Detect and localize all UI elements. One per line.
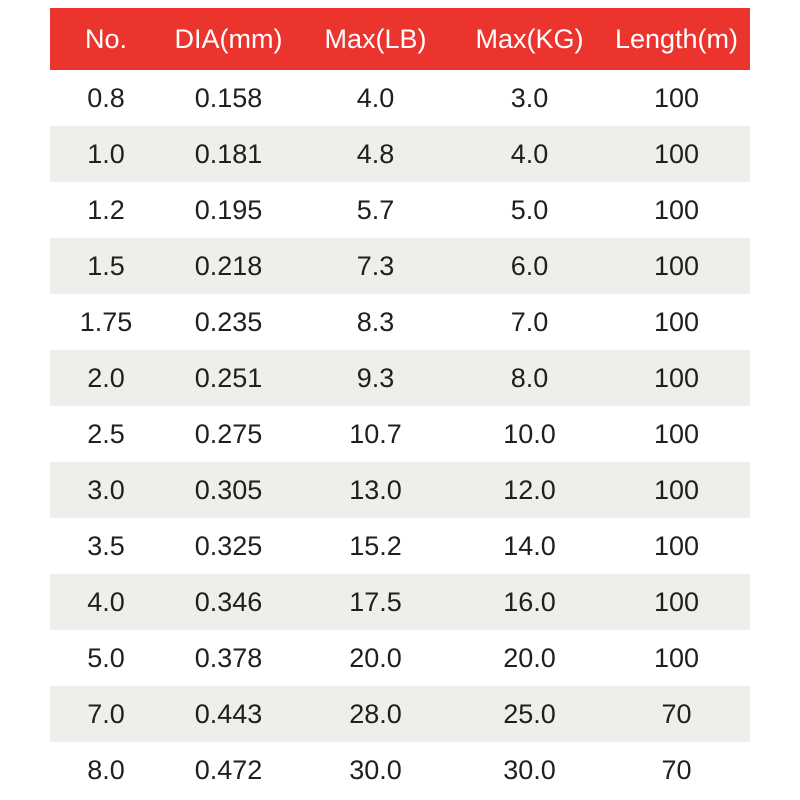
cell-length: 70 xyxy=(661,698,692,729)
cell-max-lb: 15.2 xyxy=(349,530,402,561)
cell-max-kg: 3.0 xyxy=(510,82,549,113)
cell-max-lb: 17.5 xyxy=(349,586,402,617)
table-row: 4.0 0.346 17.5 16.0 100 xyxy=(50,574,750,630)
cell-no: 4.0 xyxy=(87,586,125,617)
cell-max-lb: 20.0 xyxy=(349,642,402,673)
cell-no: 7.0 xyxy=(87,698,125,729)
cell-max-lb: 9.3 xyxy=(356,362,395,393)
cell-no: 1.5 xyxy=(87,250,125,281)
cell-max-kg: 30.0 xyxy=(503,754,556,785)
cell-dia: 0.181 xyxy=(194,138,263,169)
cell-dia: 0.218 xyxy=(194,250,263,281)
column-header-dia: DIA(mm) xyxy=(174,23,283,54)
cell-max-lb: 4.0 xyxy=(356,82,395,113)
cell-max-kg: 5.0 xyxy=(510,194,549,225)
cell-no: 2.0 xyxy=(87,362,125,393)
cell-length: 70 xyxy=(661,754,692,785)
cell-length: 100 xyxy=(653,418,700,449)
cell-dia: 0.275 xyxy=(194,418,263,449)
table-row: 1.2 0.195 5.7 5.0 100 xyxy=(50,182,750,238)
cell-max-kg: 25.0 xyxy=(503,698,556,729)
cell-no: 1.2 xyxy=(87,194,125,225)
cell-max-lb: 5.7 xyxy=(356,194,395,225)
table-row: 2.0 0.251 9.3 8.0 100 xyxy=(50,350,750,406)
table-row: 1.0 0.181 4.8 4.0 100 xyxy=(50,126,750,182)
cell-length: 100 xyxy=(653,474,700,505)
cell-dia: 0.158 xyxy=(194,82,263,113)
cell-dia: 0.378 xyxy=(194,642,263,673)
cell-max-kg: 6.0 xyxy=(510,250,549,281)
cell-max-lb: 7.3 xyxy=(356,250,395,281)
table-row: 1.75 0.235 8.3 7.0 100 xyxy=(50,294,750,350)
cell-no: 1.75 xyxy=(79,306,133,337)
table-header-row: No. DIA(mm) Max(LB) Max(KG) Length(m) xyxy=(50,8,750,70)
cell-dia: 0.305 xyxy=(194,474,263,505)
cell-length: 100 xyxy=(653,586,700,617)
cell-max-kg: 14.0 xyxy=(503,530,556,561)
cell-length: 100 xyxy=(653,82,700,113)
cell-max-lb: 30.0 xyxy=(349,754,402,785)
cell-dia: 0.472 xyxy=(194,754,263,785)
cell-length: 100 xyxy=(653,194,700,225)
cell-length: 100 xyxy=(653,362,700,393)
cell-max-lb: 13.0 xyxy=(349,474,402,505)
cell-length: 100 xyxy=(653,250,700,281)
table-row: 8.0 0.472 30.0 30.0 70 xyxy=(50,742,750,798)
cell-dia: 0.346 xyxy=(194,586,263,617)
cell-max-kg: 8.0 xyxy=(510,362,549,393)
cell-max-kg: 7.0 xyxy=(510,306,549,337)
table-body: 0.8 0.158 4.0 3.0 100 1.0 0.181 4.8 4.0 … xyxy=(50,70,750,798)
table-row: 3.0 0.305 13.0 12.0 100 xyxy=(50,462,750,518)
table-row: 5.0 0.378 20.0 20.0 100 xyxy=(50,630,750,686)
cell-max-kg: 20.0 xyxy=(503,642,556,673)
column-header-max-lb: Max(LB) xyxy=(324,23,427,54)
cell-dia: 0.235 xyxy=(194,306,263,337)
cell-length: 100 xyxy=(653,642,700,673)
cell-max-kg: 10.0 xyxy=(503,418,556,449)
cell-dia: 0.251 xyxy=(194,362,263,393)
cell-dia: 0.443 xyxy=(194,698,263,729)
cell-length: 100 xyxy=(653,138,700,169)
cell-max-lb: 4.8 xyxy=(356,138,395,169)
cell-length: 100 xyxy=(653,306,700,337)
table-row: 7.0 0.443 28.0 25.0 70 xyxy=(50,686,750,742)
cell-no: 0.8 xyxy=(87,82,125,113)
cell-max-lb: 8.3 xyxy=(356,306,395,337)
cell-max-lb: 28.0 xyxy=(349,698,402,729)
spec-table: No. DIA(mm) Max(LB) Max(KG) Length(m) 0.… xyxy=(50,8,750,798)
cell-no: 8.0 xyxy=(87,754,125,785)
table-row: 0.8 0.158 4.0 3.0 100 xyxy=(50,70,750,126)
cell-no: 1.0 xyxy=(87,138,125,169)
cell-max-lb: 10.7 xyxy=(349,418,402,449)
cell-no: 3.5 xyxy=(87,530,125,561)
column-header-max-kg: Max(KG) xyxy=(475,23,584,54)
table-row: 3.5 0.325 15.2 14.0 100 xyxy=(50,518,750,574)
cell-dia: 0.195 xyxy=(194,194,263,225)
table-row: 2.5 0.275 10.7 10.0 100 xyxy=(50,406,750,462)
cell-no: 3.0 xyxy=(87,474,125,505)
cell-length: 100 xyxy=(653,530,700,561)
table-row: 1.5 0.218 7.3 6.0 100 xyxy=(50,238,750,294)
cell-max-kg: 4.0 xyxy=(510,138,549,169)
cell-no: 5.0 xyxy=(87,642,125,673)
cell-no: 2.5 xyxy=(87,418,125,449)
cell-max-kg: 12.0 xyxy=(503,474,556,505)
cell-max-kg: 16.0 xyxy=(503,586,556,617)
cell-dia: 0.325 xyxy=(194,530,263,561)
column-header-length: Length(m) xyxy=(614,23,739,54)
column-header-no: No. xyxy=(84,23,128,54)
